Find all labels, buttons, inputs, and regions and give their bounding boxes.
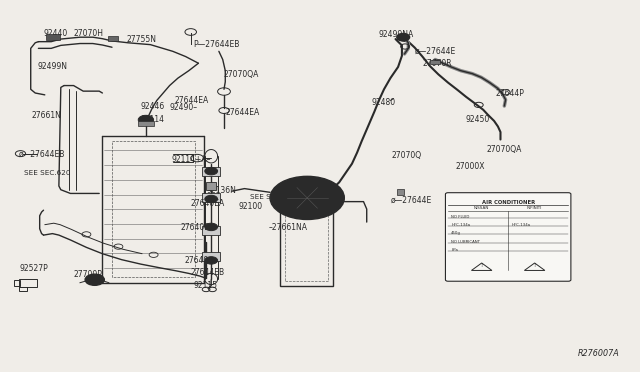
Text: 92527P: 92527P bbox=[19, 264, 48, 273]
Text: ø—27644E: ø—27644E bbox=[390, 196, 431, 205]
Text: ø—27644E: ø—27644E bbox=[415, 47, 456, 56]
Text: !: ! bbox=[481, 263, 483, 268]
Bar bbox=[46, 34, 60, 40]
Text: 27000X: 27000X bbox=[456, 162, 485, 171]
Text: 92490–: 92490– bbox=[170, 103, 198, 112]
Text: 92480: 92480 bbox=[371, 98, 396, 107]
Circle shape bbox=[205, 223, 218, 231]
Text: 92114: 92114 bbox=[141, 115, 165, 124]
Text: 92136N: 92136N bbox=[206, 186, 236, 195]
Text: 27070Q: 27070Q bbox=[392, 151, 422, 160]
Text: 27070H: 27070H bbox=[74, 29, 104, 38]
Text: 27640EA: 27640EA bbox=[190, 199, 225, 208]
Text: 92499N: 92499N bbox=[37, 62, 67, 71]
Text: 27644P: 27644P bbox=[496, 89, 525, 98]
Text: SEE SEC.274: SEE SEC.274 bbox=[250, 194, 296, 200]
Text: 27070QA: 27070QA bbox=[486, 145, 522, 154]
Bar bbox=[206, 182, 216, 190]
Text: 450g: 450g bbox=[451, 231, 461, 235]
Text: !: ! bbox=[534, 263, 536, 268]
Circle shape bbox=[281, 183, 333, 213]
Bar bbox=[14, 280, 20, 286]
Text: 27640: 27640 bbox=[184, 256, 209, 265]
Text: 27070R: 27070R bbox=[422, 60, 452, 68]
Text: 92450: 92450 bbox=[466, 115, 490, 124]
Text: ø—27644E: ø—27644E bbox=[289, 185, 330, 194]
Text: 27661N: 27661N bbox=[32, 111, 62, 120]
Text: 27644EA: 27644EA bbox=[225, 108, 260, 117]
Circle shape bbox=[205, 167, 218, 175]
Bar bbox=[285, 212, 328, 281]
Circle shape bbox=[85, 274, 104, 285]
Circle shape bbox=[205, 195, 218, 203]
Circle shape bbox=[270, 176, 344, 219]
Text: ø—27644EB: ø—27644EB bbox=[19, 150, 65, 159]
Bar bbox=[19, 287, 27, 291]
Text: AIR CONDITIONER: AIR CONDITIONER bbox=[481, 200, 535, 205]
Text: NO LUBRICANT: NO LUBRICANT bbox=[451, 240, 480, 244]
Bar bbox=[280, 206, 333, 286]
Text: NISSAN: NISSAN bbox=[474, 206, 490, 211]
Circle shape bbox=[292, 189, 322, 206]
Bar bbox=[202, 226, 220, 235]
Text: NO FLUID: NO FLUID bbox=[451, 215, 470, 219]
Text: 92100: 92100 bbox=[238, 202, 262, 211]
Text: P—27644EB: P—27644EB bbox=[193, 40, 239, 49]
Bar bbox=[19, 279, 37, 287]
Text: –27661NA: –27661NA bbox=[269, 223, 308, 232]
Text: 27755N: 27755N bbox=[126, 35, 156, 44]
FancyBboxPatch shape bbox=[445, 193, 571, 281]
Text: kPa: kPa bbox=[451, 248, 458, 252]
Text: 27640E: 27640E bbox=[180, 223, 209, 232]
Text: 27070QA: 27070QA bbox=[224, 70, 259, 79]
Text: HFC-134a: HFC-134a bbox=[451, 223, 470, 227]
Circle shape bbox=[397, 33, 410, 41]
Text: R276007A: R276007A bbox=[578, 349, 620, 358]
Bar bbox=[108, 36, 118, 41]
Circle shape bbox=[89, 276, 100, 283]
Text: 92446: 92446 bbox=[141, 102, 165, 111]
Text: 92499NA: 92499NA bbox=[379, 30, 414, 39]
Text: 92440: 92440 bbox=[44, 29, 68, 38]
Text: 27700P: 27700P bbox=[74, 270, 102, 279]
Text: SEE SEC.620: SEE SEC.620 bbox=[24, 170, 71, 176]
Bar bbox=[202, 167, 220, 176]
Bar bbox=[202, 193, 220, 202]
Text: 92115: 92115 bbox=[193, 281, 218, 290]
Bar bbox=[430, 60, 440, 64]
Bar bbox=[202, 252, 220, 261]
Text: INFINITI: INFINITI bbox=[527, 206, 542, 211]
Circle shape bbox=[138, 115, 154, 124]
Circle shape bbox=[205, 257, 218, 264]
Text: 92114+A–: 92114+A– bbox=[172, 155, 211, 164]
Text: HFC-134a: HFC-134a bbox=[511, 223, 531, 227]
Bar bbox=[138, 121, 154, 126]
Text: 27644EB: 27644EB bbox=[191, 268, 225, 277]
Text: 27644EA: 27644EA bbox=[174, 96, 209, 105]
Bar bbox=[397, 189, 404, 195]
